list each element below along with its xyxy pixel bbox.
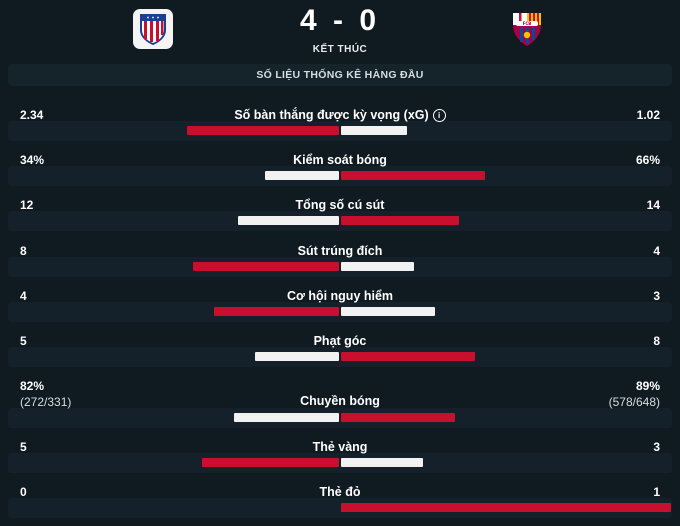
away-stat-value: 14	[646, 198, 660, 212]
stat-row[interactable]: 12 14 Tổng số cú sút	[0, 196, 680, 232]
away-stat-bar	[341, 126, 407, 135]
stat-bar-track	[8, 408, 672, 428]
away-stat-value: 89%	[635, 379, 660, 393]
stat-label: Phạt góc	[0, 334, 680, 349]
stat-label-text: Chuyền bóng	[300, 394, 380, 408]
stat-bar-track	[8, 347, 672, 367]
stat-bar-track	[8, 211, 672, 231]
stat-row[interactable]: 8 4 Sút trúng đích	[0, 242, 680, 278]
stat-row[interactable]: 2.34 1.02 Số bàn thắng được kỳ vọng (xG) i	[0, 106, 680, 142]
stat-label-text: Thẻ vàng	[312, 440, 368, 454]
away-stat-value: 66%	[635, 153, 660, 167]
stat-label: Thẻ vàng	[0, 440, 680, 455]
away-stat-bar	[341, 307, 435, 316]
fc-barcelona-crest-icon: FCB	[513, 13, 541, 46]
stat-label-text: Thẻ đỏ	[319, 485, 361, 499]
stat-row[interactable]: 34% 66% Kiểm soát bóng	[0, 151, 680, 187]
home-stat-bar	[202, 458, 339, 467]
away-stat-bar	[341, 458, 423, 467]
home-stat-value: 0	[20, 485, 27, 499]
away-stat-bar	[341, 503, 671, 512]
away-stat-value: 3	[653, 289, 660, 303]
away-team-crest[interactable]: FCB	[507, 9, 547, 49]
stat-bar-track	[8, 302, 672, 322]
home-stat-bar	[265, 171, 339, 180]
home-stat-value: 8	[20, 244, 27, 258]
away-stat-bar	[341, 413, 455, 422]
away-stat-value: 8	[653, 334, 660, 348]
away-stat-value: 1.02	[636, 108, 660, 122]
home-stat-bar	[187, 126, 339, 135]
home-stat-value: 5	[20, 440, 27, 454]
away-stat-value: 3	[653, 440, 660, 454]
home-stat-bar	[193, 262, 339, 271]
home-stat-bar	[238, 216, 339, 225]
away-stat-bar	[341, 171, 485, 180]
stat-label-text: Tổng số cú sút	[295, 198, 385, 212]
stat-row[interactable]: 4 3 Cơ hội nguy hiểm	[0, 287, 680, 323]
atletico-madrid-crest-icon	[140, 14, 166, 45]
match-header: 4 - 0 KẾT THÚC FCB	[0, 0, 680, 64]
stat-label-text: Cơ hội nguy hiểm	[286, 289, 394, 303]
match-score: 4 - 0	[299, 4, 381, 37]
stat-bar-track	[8, 166, 672, 186]
svg-text:FCB: FCB	[523, 21, 532, 26]
home-stat-bar	[234, 413, 339, 422]
away-stat-value: 4	[653, 244, 660, 258]
home-stat-value: 4	[20, 289, 27, 303]
stat-row[interactable]: 0 1 Thẻ đỏ	[0, 483, 680, 519]
away-stat-detail: (578/648)	[608, 395, 660, 409]
stat-row[interactable]: 5 3 Thẻ vàng	[0, 438, 680, 474]
stat-label-text: Sút trúng đích	[297, 244, 383, 258]
stat-label-text: Kiểm soát bóng	[293, 153, 387, 167]
stat-label: Thẻ đỏ	[0, 485, 680, 500]
home-stat-value: 5	[20, 334, 27, 348]
stat-bar-track	[8, 121, 672, 141]
stat-label: Số bàn thắng được kỳ vọng (xG) i	[0, 108, 680, 123]
home-stat-value: 34%	[20, 153, 45, 167]
match-status: KẾT THÚC	[312, 44, 368, 55]
away-stat-bar	[341, 216, 459, 225]
home-stat-bar	[255, 352, 339, 361]
stat-bar-track	[8, 453, 672, 473]
away-stat-value: 1	[653, 485, 660, 499]
stat-row[interactable]: 82% 89% (272/331) (578/648) Chuyền bóng	[0, 377, 680, 428]
home-stat-value: 82%	[20, 379, 45, 393]
stat-label: Kiểm soát bóng	[0, 153, 680, 168]
top-stats-section-header: SỐ LIỆU THỐNG KÊ HÀNG ĐẦU	[8, 64, 672, 86]
stat-label: Chuyền bóng	[0, 394, 680, 409]
home-stat-value: 2.34	[20, 108, 44, 122]
home-team-crest[interactable]	[133, 9, 173, 49]
away-stat-bar	[341, 352, 475, 361]
stat-bar-track	[8, 257, 672, 277]
stat-label: Cơ hội nguy hiểm	[0, 289, 680, 304]
home-stat-value: 12	[20, 198, 34, 212]
stat-label-text: Phạt góc	[313, 334, 367, 348]
stat-row[interactable]: 5 8 Phạt góc	[0, 332, 680, 368]
stat-label: Tổng số cú sút	[0, 198, 680, 213]
info-icon[interactable]: i	[432, 109, 446, 122]
stat-label-text: Số bàn thắng được kỳ vọng (xG)	[234, 108, 429, 122]
home-stat-bar	[214, 307, 339, 316]
home-stat-detail: (272/331)	[20, 395, 72, 409]
stat-label: Sút trúng đích	[0, 244, 680, 259]
away-stat-bar	[341, 262, 414, 271]
